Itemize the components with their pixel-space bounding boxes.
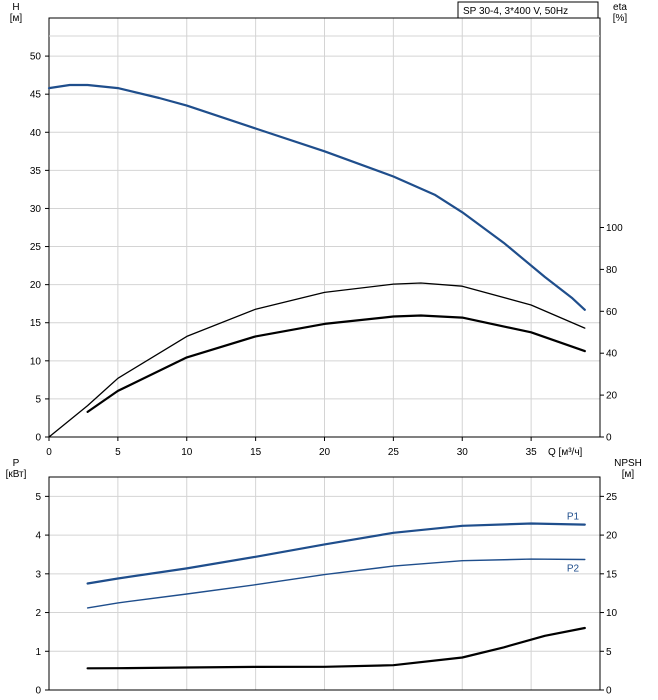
npsh-axis-unit: [м] [622,469,635,480]
bottom-right-tick-label: 5 [606,647,612,658]
top-left-tick-label: 30 [30,204,42,215]
top-left-tick-label: 35 [30,166,42,177]
x-tick-label: 35 [526,447,538,458]
bottom-left-tick-label: 1 [35,647,41,658]
top-left-tick-label: 25 [30,242,42,253]
h-axis-label: H [12,2,19,13]
bottom-left-tick-label: 0 [35,686,41,697]
x-tick-label: 0 [46,447,52,458]
top-left-tick-label: 50 [30,52,42,63]
bottom-series-line-3 [86,626,586,670]
npsh-axis-label: NPSH [614,458,642,469]
top-right-tick-label: 80 [606,265,618,276]
top-left-tick-label: 0 [35,433,41,444]
bottom-legend-p2: P2 [567,563,580,574]
bottom-series-line-2 [86,558,586,609]
top-left-tick-label: 45 [30,90,42,101]
top-right-tick-label: 0 [606,433,612,444]
bottom-right-tick-label: 25 [606,492,618,503]
p-axis-unit: [кВт] [6,469,27,480]
chart-title: SP 30-4, 3*400 V, 50Hz [463,6,568,17]
bottom-legend-p1: P1 [567,512,580,523]
eta-axis-unit: [%] [613,13,628,24]
x-tick-label: 20 [319,447,331,458]
x-tick-label: 25 [388,447,400,458]
top-left-tick-label: 20 [30,280,42,291]
x-tick-label: 30 [457,447,469,458]
top-series-line-3 [86,314,586,413]
top-left-tick-label: 10 [30,356,42,367]
bottom-plot-frame [48,476,601,691]
bottom-right-tick-label: 20 [606,531,618,542]
bottom-right-tick-label: 0 [606,686,612,697]
top-left-tick-label: 40 [30,128,42,139]
x-axis-label: Q [м³/ч] [548,447,583,458]
top-right-tick-label: 60 [606,307,618,318]
bottom-right-tick-label: 15 [606,569,618,580]
bottom-right-tick-label: 10 [606,608,618,619]
bottom-left-tick-label: 5 [35,492,41,503]
eta-axis-label: eta [613,2,627,13]
x-tick-label: 5 [115,447,121,458]
bottom-series-line-1 [86,522,586,585]
title-box [457,1,599,19]
top-left-tick-label: 5 [35,394,41,405]
top-series-line-2 [48,282,586,438]
x-tick-label: 15 [250,447,262,458]
p-axis-label: P [13,458,20,469]
x-tick-label: 10 [181,447,193,458]
top-right-tick-label: 40 [606,349,618,360]
h-axis-unit: [м] [10,13,23,24]
bottom-left-tick-label: 2 [35,608,41,619]
bottom-left-tick-label: 4 [35,531,41,542]
top-right-tick-label: 100 [606,223,623,234]
bottom-left-tick-label: 3 [35,569,41,580]
top-left-tick-label: 15 [30,318,42,329]
top-right-tick-label: 20 [606,391,618,402]
top-series-line-1 [47,83,586,311]
